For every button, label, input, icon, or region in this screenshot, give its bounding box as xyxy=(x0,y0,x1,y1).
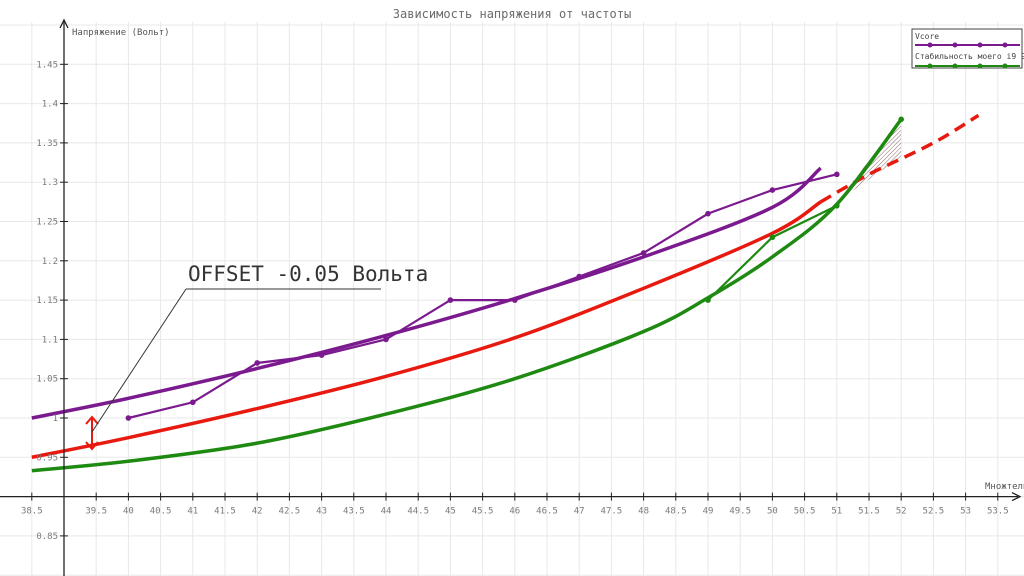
legend-marker xyxy=(927,42,933,48)
x-tick-label: 48.5 xyxy=(665,507,687,517)
x-tick-label: 43 xyxy=(316,507,327,517)
data-point xyxy=(705,297,711,303)
y-tick-label: 1.35 xyxy=(36,139,58,149)
y-tick-label: 1.2 xyxy=(42,257,58,267)
tick-labels: 38.5 39.5 40 40.5 41 41.5 42 42.5 43 43.5 44 44.5 45… xyxy=(21,60,1009,542)
x-tick-label: 48 xyxy=(638,507,649,517)
data-series xyxy=(125,116,904,421)
trendline xyxy=(31,118,903,473)
x-tick-label: 42.5 xyxy=(279,507,301,517)
y-tick-label: 1.4 xyxy=(42,100,58,110)
x-tick-label: 38.5 xyxy=(21,507,43,517)
y-tick-label: 1.1 xyxy=(42,335,58,345)
x-tick-label: 51.5 xyxy=(858,507,880,517)
data-point xyxy=(447,297,454,303)
x-tick-label: 45 xyxy=(445,507,456,517)
data-point xyxy=(383,336,389,343)
legend-label-stability: Стабильность моего i9 9900k xyxy=(915,51,1024,61)
legend-marker xyxy=(977,42,983,48)
x-tick-label: 41 xyxy=(187,507,198,517)
x-tick-label: 53 xyxy=(960,507,971,517)
x-tick-label: 44.5 xyxy=(407,507,429,517)
x-tick-label: 50 xyxy=(767,507,778,517)
x-tick-label: 47.5 xyxy=(601,507,623,517)
x-tick-label: 53.5 xyxy=(987,507,1009,517)
legend: Vcore Стабильность моего i9 9900k xyxy=(911,28,1024,69)
data-point xyxy=(705,210,711,217)
trendlines xyxy=(31,113,980,473)
x-tick-label: 44 xyxy=(381,507,392,517)
data-point xyxy=(190,399,196,406)
x-tick-label: 43.5 xyxy=(343,507,365,517)
y-axis-arrow xyxy=(59,18,69,29)
data-point xyxy=(834,202,840,209)
data-point xyxy=(769,234,776,241)
offset-annotation-text: OFFSET -0.05 Вольта xyxy=(188,262,428,286)
x-tick-label: 50.5 xyxy=(794,507,816,517)
y-tick-label: 0.95 xyxy=(36,453,58,463)
data-point xyxy=(512,297,518,303)
y-axis-label: Напряжение (Вольт) xyxy=(72,28,170,38)
series-line xyxy=(707,118,903,301)
trendline xyxy=(31,166,822,420)
legend-marker xyxy=(952,42,958,48)
x-tick-label: 41.5 xyxy=(214,507,236,517)
x-tick-label: 39.5 xyxy=(85,507,107,517)
data-point xyxy=(640,250,647,256)
x-tick-label: 49 xyxy=(703,507,714,517)
series-line xyxy=(128,173,838,420)
x-tick-label: 47 xyxy=(574,507,585,517)
y-tick-label: 1.25 xyxy=(36,218,58,228)
grid xyxy=(0,22,1024,576)
data-point xyxy=(834,171,840,178)
data-point xyxy=(318,352,325,358)
y-tick-label: 0.85 xyxy=(36,532,58,542)
legend-marker xyxy=(1002,63,1008,69)
offset-annotation: OFFSET -0.05 Вольта xyxy=(85,262,428,451)
data-point xyxy=(125,415,132,421)
x-tick-label: 52 xyxy=(896,507,907,517)
y-tick-label: 1.05 xyxy=(36,375,58,385)
legend-marker xyxy=(927,63,933,69)
legend-label-vcore: Vcore xyxy=(915,32,939,41)
x-tick-label: 46 xyxy=(509,507,520,517)
axes xyxy=(0,18,1022,576)
data-point xyxy=(769,187,776,193)
x-tick-label: 42 xyxy=(252,507,263,517)
y-tick-label: 1 xyxy=(53,414,58,424)
x-tick-label: 51 xyxy=(831,507,842,517)
x-tick-label: 46.5 xyxy=(536,507,558,517)
legend-marker xyxy=(977,63,983,69)
legend-marker xyxy=(952,63,958,69)
y-tick-label: 1.15 xyxy=(36,296,58,306)
legend-marker xyxy=(1002,42,1008,48)
data-point xyxy=(898,116,904,123)
x-tick-label: 40 xyxy=(123,507,134,517)
x-tick-label: 52.5 xyxy=(923,507,945,517)
x-axis-arrow xyxy=(1011,492,1022,502)
y-tick-label: 1.45 xyxy=(36,60,58,70)
x-axis-label: Множтель xyxy=(985,482,1024,492)
trendline xyxy=(31,200,822,460)
trendline-dashed xyxy=(819,113,980,204)
x-tick-label: 49.5 xyxy=(729,507,751,517)
chart-title: Зависимость напряжения от частоты xyxy=(393,7,631,21)
data-point xyxy=(576,273,582,280)
data-point xyxy=(254,360,260,366)
x-tick-label: 45.5 xyxy=(472,507,494,517)
y-tick-label: 1.3 xyxy=(42,178,58,188)
x-tick-label: 40.5 xyxy=(150,507,172,517)
